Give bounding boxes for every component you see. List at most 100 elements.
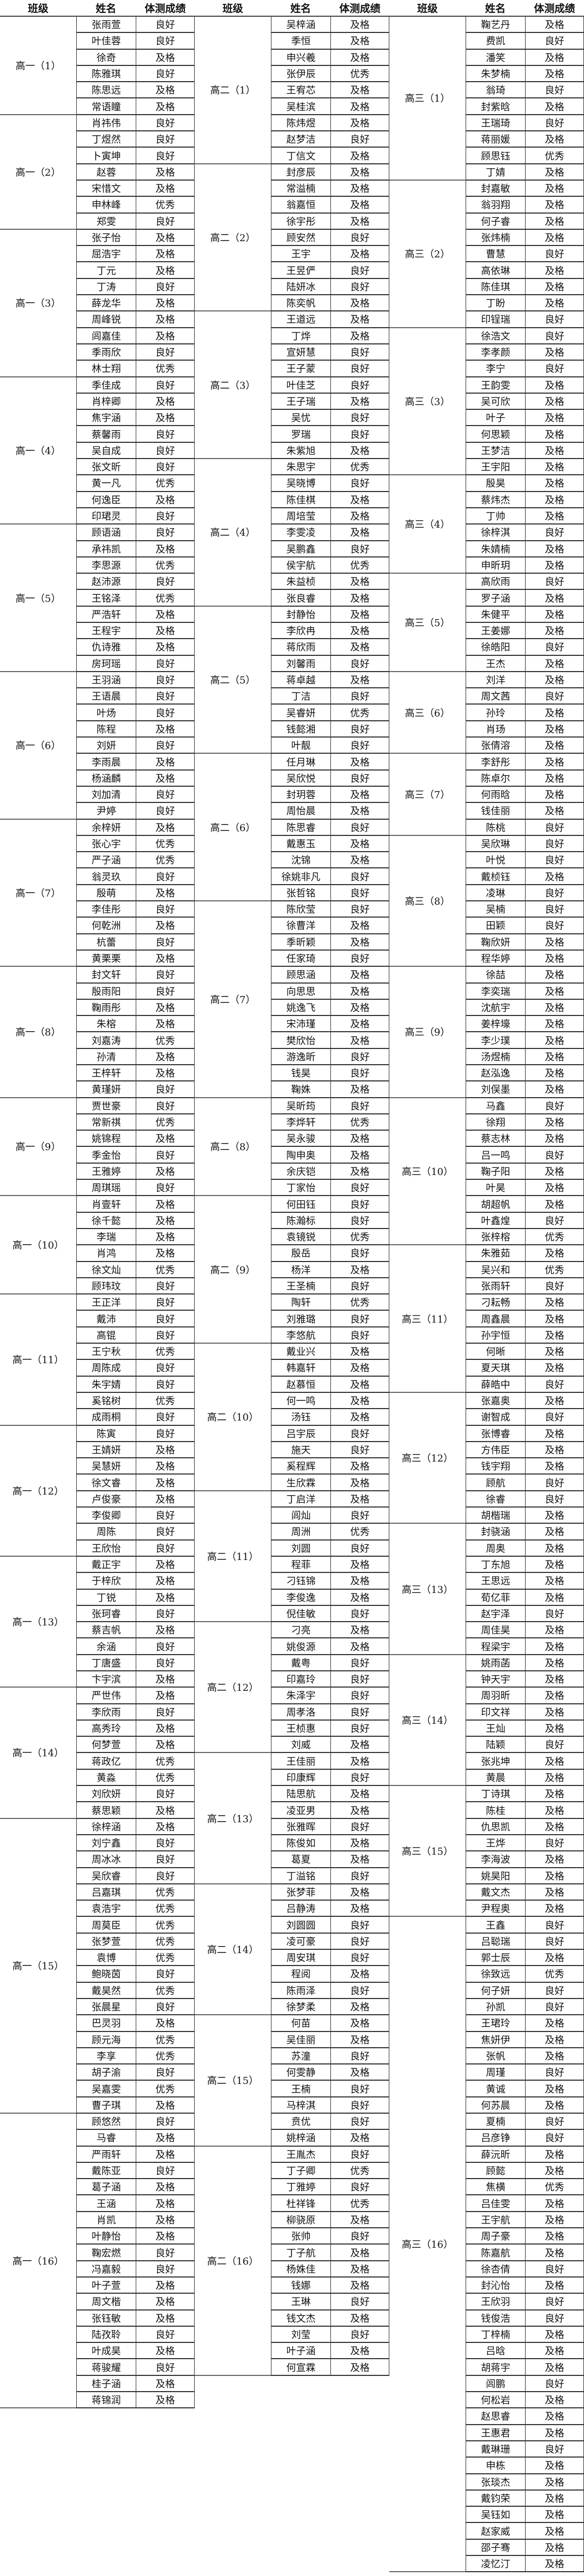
test-score: 及格 [525,1032,584,1049]
test-score: 良好 [136,508,195,525]
class-label: 高一（1） [0,17,76,115]
test-score: 及格 [525,1180,584,1197]
class-label: 高二（15） [195,2015,271,2147]
student-name: 陆思航 [271,1786,330,1803]
test-score: 及格 [136,2294,195,2311]
student-name: 姚昊阳 [466,1868,525,1884]
student-name: 刁钰锦 [271,1573,330,1590]
results-table-part-3: 班级 姓名 体测成绩 高三（1） 鞠艺丹 及格 费凯 良好 潘笑 及格 朱梦楠 及格 翁琦 良好 封紫晗 及格… [389,0,584,2573]
student-name: 钱懿湘 [271,721,330,738]
student-name: 张炜楠 [466,229,525,247]
student-name: 曹子琪 [76,2097,136,2114]
test-score: 及格 [330,852,389,869]
test-score: 良好 [136,344,195,361]
test-score: 及格 [136,541,195,557]
test-score: 及格 [136,246,195,263]
student-name: 王宁秋 [76,1344,136,1360]
test-score: 及格 [330,2130,389,2147]
test-score: 及格 [136,1589,195,1606]
test-score: 及格 [330,967,389,984]
student-name: 赵慕恒 [271,1376,330,1393]
student-name: 戴沛 [76,1311,136,1327]
test-score: 良好 [330,1425,389,1442]
test-score: 及格 [330,2212,389,2229]
student-name: 陈思远 [76,82,136,99]
student-name: 孙凯 [466,1999,525,2016]
test-score: 良好 [525,2114,584,2130]
test-score: 良好 [136,525,195,541]
test-score: 及格 [525,213,584,230]
student-name: 王惠君 [466,2425,525,2441]
student-name: 余涵 [76,1638,136,1655]
student-name: 肖祎伟 [76,115,136,132]
student-name: 周孝洛 [271,1704,330,1721]
student-name: 丁涛 [76,278,136,296]
test-score: 及格 [525,2523,584,2540]
test-score: 良好 [330,1769,389,1787]
header-score: 体测成绩 [525,0,584,17]
test-score: 良好 [330,1950,389,1967]
test-score: 及格 [330,983,389,1000]
student-name: 吕晗 [466,2343,525,2360]
student-name: 吕宇辰 [271,1425,330,1442]
test-score: 及格 [136,606,195,623]
student-name: 季雨欣 [76,344,136,361]
class-label: 高三（7） [389,754,466,836]
student-name: 杨姝佳 [271,2261,330,2278]
student-name: 袁镜锐 [271,1229,330,1246]
student-name: 徐杏倩 [466,2261,525,2278]
student-name: 何梦萱 [76,1737,136,1754]
student-name: 马梓淇 [271,2097,330,2114]
student-name: 戴陈亚 [76,2162,136,2180]
class-label: 高三（3） [389,328,466,476]
test-score: 及格 [330,1589,389,1606]
test-score: 良好 [525,1376,584,1393]
student-name: 倪佳敏 [271,1605,330,1623]
test-score: 及格 [525,2539,584,2557]
student-name: 李孝颜 [466,344,525,361]
test-score: 优秀 [136,2048,195,2065]
test-score: 及格 [330,148,389,164]
test-score: 及格 [525,934,584,951]
header-name: 姓名 [76,0,136,17]
test-score: 良好 [330,2114,389,2130]
student-name: 常溢楠 [271,180,330,197]
test-score: 及格 [525,410,584,427]
test-score: 良好 [525,1409,584,1426]
test-score: 及格 [330,1638,389,1655]
student-name: 罗瑞 [271,426,330,443]
student-name: 宋沛瑾 [271,1016,330,1033]
test-score: 及格 [525,2245,584,2261]
test-score: 良好 [330,1098,389,1114]
student-name: 顾元海 [76,2031,136,2048]
student-name: 刘馨雨 [271,655,330,672]
student-name: 刘莹 [271,2326,330,2343]
test-score: 优秀 [136,852,195,869]
test-score: 良好 [330,1327,389,1344]
student-name: 吴晓博 [271,475,330,492]
test-score: 优秀 [136,1901,195,1917]
test-score: 良好 [136,1868,195,1884]
student-name: 封彦辰 [271,164,330,181]
test-score: 及格 [525,164,584,181]
test-score: 良好 [330,1311,389,1327]
test-score: 及格 [525,1540,584,1557]
student-name: 李思源 [76,557,136,574]
student-name: 叶昊 [466,1180,525,1197]
student-name: 卢俊豪 [76,1491,136,1508]
student-name: 李俊逸 [271,1589,330,1606]
test-score: 良好 [136,1638,195,1655]
student-name: 戴桢钰 [466,868,525,885]
test-score: 良好 [136,983,195,1000]
student-name: 周佳昊 [466,1622,525,1639]
test-score: 及格 [136,2097,195,2114]
test-score: 良好 [525,852,584,869]
student-name: 丁东旭 [466,1556,525,1574]
test-score: 及格 [136,1212,195,1229]
test-score: 优秀 [136,1917,195,1934]
student-name: 翁灵玖 [76,868,136,885]
student-name: 蒋卓越 [271,672,330,689]
student-name: 杨涵麟 [76,770,136,787]
student-name: 徐梦柔 [271,1999,330,2016]
test-score: 良好 [330,868,389,885]
